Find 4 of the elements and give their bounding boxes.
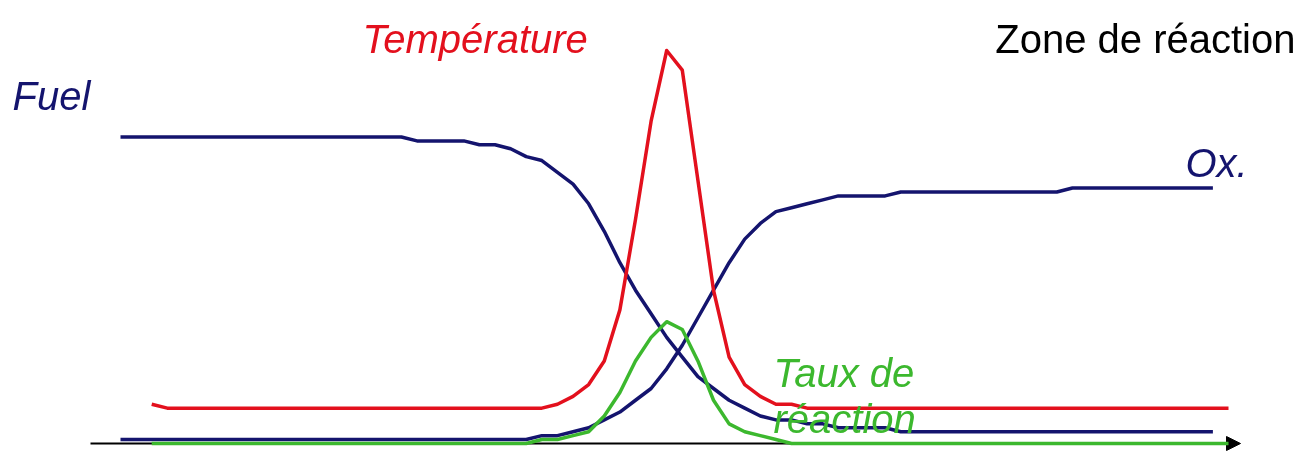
annotation: Zone de réaction [995,16,1296,61]
series-label: Fuel [12,73,92,118]
series-label: Ox. [1185,140,1248,185]
series-label: Température [362,16,588,61]
